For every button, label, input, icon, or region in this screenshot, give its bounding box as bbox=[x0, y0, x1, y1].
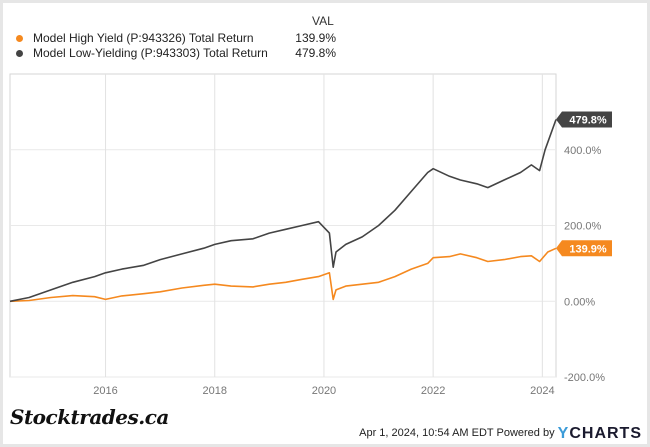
series-line-0 bbox=[9, 247, 557, 303]
legend: VAL Model High Yield (P:943326) Total Re… bbox=[0, 0, 650, 70]
end-value-label: 479.8% bbox=[556, 111, 612, 128]
x-tick-label: 2022 bbox=[421, 385, 445, 397]
legend-value: 139.9% bbox=[295, 31, 336, 45]
y-tick-label: 400.0% bbox=[564, 145, 602, 157]
chart-card bbox=[3, 3, 647, 444]
legend-value-header: VAL bbox=[312, 14, 334, 28]
end-label-bg bbox=[556, 240, 612, 257]
end-label-text: 479.8% bbox=[569, 115, 607, 127]
series-line-1 bbox=[9, 119, 557, 303]
x-tick-label: 2016 bbox=[93, 385, 117, 397]
footer-attribution: Apr 1, 2024, 10:54 AM EDT Powered by YCH… bbox=[359, 425, 642, 443]
ycharts-logo[interactable]: YCHARTS bbox=[558, 425, 642, 442]
legend-dot-icon bbox=[16, 50, 23, 57]
legend-label: Model High Yield (P:943326) Total Return bbox=[33, 31, 254, 45]
legend-item-low-yielding[interactable]: Model Low-Yielding (P:943303) Total Retu… bbox=[16, 46, 336, 62]
timestamp: Apr 1, 2024, 10:54 AM EDT bbox=[359, 427, 494, 439]
legend-item-high-yield[interactable]: Model High Yield (P:943326) Total Return… bbox=[16, 31, 336, 47]
y-tick-label: -200.0% bbox=[564, 372, 605, 384]
end-label-bg bbox=[556, 111, 612, 128]
end-value-label: 139.9% bbox=[556, 240, 612, 257]
y-tick-label: 0.00% bbox=[564, 296, 595, 308]
legend-dot-icon bbox=[16, 35, 23, 42]
powered-by-text: Powered by bbox=[496, 427, 555, 439]
legend-value: 479.8% bbox=[295, 46, 336, 60]
y-tick-label: 200.0% bbox=[564, 221, 602, 233]
x-tick-label: 2024 bbox=[530, 385, 554, 397]
end-label-text: 139.9% bbox=[569, 243, 607, 255]
ycharts-text: CHARTS bbox=[569, 425, 642, 442]
stocktrades-logo: Stocktrades.ca bbox=[10, 405, 169, 429]
x-tick-label: 2020 bbox=[312, 385, 336, 397]
legend-label: Model Low-Yielding (P:943303) Total Retu… bbox=[33, 46, 268, 60]
x-tick-label: 2018 bbox=[203, 385, 227, 397]
ycharts-y: Y bbox=[557, 425, 570, 442]
